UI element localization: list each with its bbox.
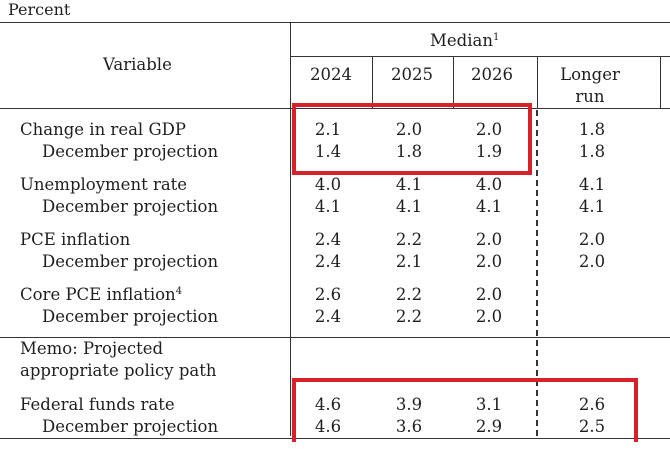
cell: 1.4 xyxy=(314,142,342,161)
cell: 1.8 xyxy=(578,142,606,161)
row-label-federal-funds-rate: Federal funds rate xyxy=(20,395,175,414)
header-right-edge xyxy=(660,56,661,108)
cell: 2.2 xyxy=(395,285,423,304)
cell: 4.6 xyxy=(314,395,342,414)
table-top-rule xyxy=(0,22,670,23)
year-header-2026: 2026 xyxy=(471,65,513,84)
row-label-core-pce-december: December projection xyxy=(42,307,219,326)
cell: 3.1 xyxy=(475,395,503,414)
cell: 4.1 xyxy=(578,197,606,216)
cell: 4.6 xyxy=(314,417,342,436)
memo-rule xyxy=(0,337,670,338)
row-label-core-pce-inflation: Core PCE inflation4 xyxy=(20,285,183,304)
cell: 2.4 xyxy=(314,252,342,271)
unit-label: Percent xyxy=(8,0,71,19)
cell: 4.1 xyxy=(395,175,423,194)
longer-run-header-line2: run xyxy=(575,87,605,106)
longer-run-dashed-divider xyxy=(536,110,538,436)
cell: 4.0 xyxy=(475,175,503,194)
table-bottom-rule xyxy=(0,438,670,439)
cell: 4.1 xyxy=(314,197,342,216)
memo-line-1: Memo: Projected xyxy=(20,339,164,358)
cell: 2.1 xyxy=(395,252,423,271)
cell: 1.8 xyxy=(578,120,606,139)
cell: 2.0 xyxy=(475,285,503,304)
cell: 2.2 xyxy=(395,307,423,326)
year-header-2025: 2025 xyxy=(391,65,433,84)
memo-line-2: appropriate policy path xyxy=(20,361,217,380)
cell: 1.9 xyxy=(475,142,503,161)
cell: 4.1 xyxy=(578,175,606,194)
cell: 2.1 xyxy=(314,120,342,139)
gdp-highlight-box xyxy=(292,103,532,175)
cell: 2.0 xyxy=(475,307,503,326)
cell: 1.8 xyxy=(395,142,423,161)
cell: 2.0 xyxy=(395,120,423,139)
cell: 2.9 xyxy=(475,417,503,436)
cell: 2.0 xyxy=(578,230,606,249)
variable-header: Variable xyxy=(103,55,172,74)
cell: 2.0 xyxy=(578,252,606,271)
cell: 2.0 xyxy=(475,120,503,139)
cell: 3.6 xyxy=(395,417,423,436)
median-rule xyxy=(290,56,670,57)
header-bottom-rule xyxy=(0,108,670,109)
row-label-gdp-december: December projection xyxy=(42,142,219,161)
year-header-2024: 2024 xyxy=(310,65,352,84)
row-label-funds-rate-december: December projection xyxy=(42,417,219,436)
cell: 2.2 xyxy=(395,230,423,249)
cell: 2.0 xyxy=(475,252,503,271)
cell: 2.0 xyxy=(475,230,503,249)
row-label-pce-inflation: PCE inflation xyxy=(20,230,131,249)
cell: 2.5 xyxy=(578,417,606,436)
stub-divider xyxy=(290,22,291,436)
row-label-unemployment-december: December projection xyxy=(42,197,219,216)
cell: 2.4 xyxy=(314,307,342,326)
cell: 3.9 xyxy=(395,395,423,414)
cell: 4.1 xyxy=(395,197,423,216)
longer-run-header-line1: Longer xyxy=(560,65,620,84)
cell: 2.6 xyxy=(314,285,342,304)
cell: 2.4 xyxy=(314,230,342,249)
row-label-unemployment: Unemployment rate xyxy=(20,175,188,194)
funds-rate-highlight-box xyxy=(292,378,638,442)
year-divider-2 xyxy=(453,56,454,108)
row-label-real-gdp: Change in real GDP xyxy=(20,120,186,139)
cell: 2.6 xyxy=(578,395,606,414)
year-divider-1 xyxy=(372,56,373,108)
median-header: Median1 xyxy=(430,31,500,50)
core-pce-footnote: 4 xyxy=(175,286,183,297)
year-divider-3 xyxy=(537,56,538,108)
cell: 4.0 xyxy=(314,175,342,194)
median-footnote: 1 xyxy=(492,32,500,43)
row-label-pce-december: December projection xyxy=(42,252,219,271)
cell: 4.1 xyxy=(475,197,503,216)
